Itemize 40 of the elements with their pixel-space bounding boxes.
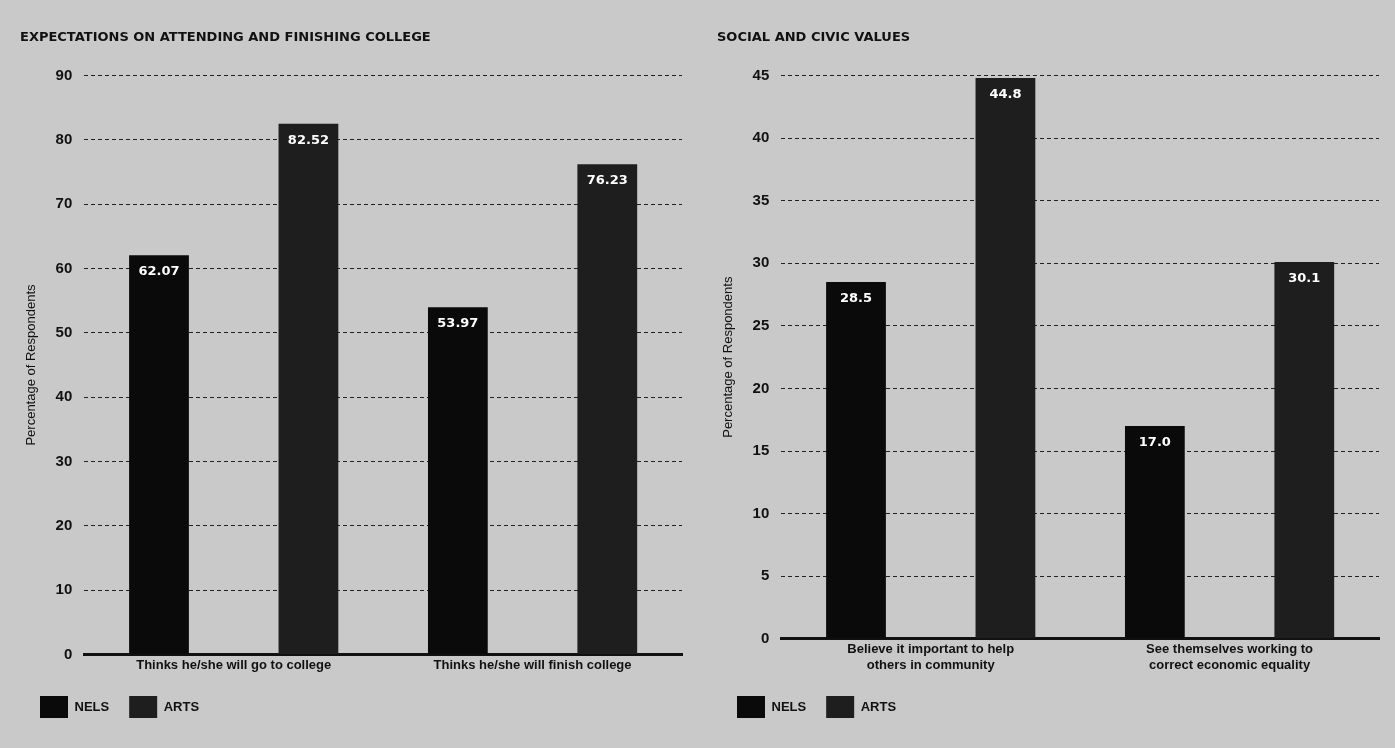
chart-title: SOCIAL AND CIVIC VALUES (717, 29, 911, 45)
data-label: 17.0 (1138, 433, 1171, 449)
y-axis-title: Percentage of Respondents (720, 276, 736, 438)
legend-label: NELS (74, 698, 110, 714)
y-tick-label: 25 (752, 316, 770, 334)
x-tick-label: Thinks he/she will finish college (433, 656, 632, 672)
y-tick-label: 90 (55, 65, 73, 83)
y-tick-label: 30 (752, 253, 770, 271)
y-tick-label: 20 (752, 378, 770, 396)
data-label: 28.5 (839, 289, 873, 305)
y-tick-label: 35 (752, 190, 770, 208)
y-tick-label: 0 (63, 644, 73, 662)
data-label: 62.07 (138, 263, 180, 279)
y-tick-label: 15 (752, 441, 770, 459)
y-tick-label: 5 (760, 566, 770, 584)
y-tick-label: 0 (760, 628, 770, 646)
y-tick-label: 30 (55, 451, 73, 469)
y-tick-label: 40 (55, 387, 73, 405)
y-tick-label: 80 (55, 130, 73, 148)
y-tick-label: 20 (55, 515, 73, 533)
x-tick-label: Thinks he/she will go to college (136, 656, 332, 672)
y-tick-label: 40 (752, 128, 770, 146)
y-tick-label: 45 (752, 65, 770, 83)
y-tick-label: 60 (55, 258, 73, 276)
legend-label: ARTS (860, 698, 897, 714)
legend-label: ARTS (163, 698, 200, 714)
data-label: 30.1 (1288, 269, 1321, 285)
y-axis-title: Percentage of Respondents (23, 283, 39, 446)
x-tick-label: See themselves working to correct economic equality (1146, 641, 1314, 672)
chart-title: EXPECTATIONS ON ATTENDING AND FINISHING COLLEGE (20, 29, 431, 45)
y-tick-label: 10 (55, 580, 73, 598)
data-label: 76.23 (586, 172, 628, 188)
legend-label: NELS (771, 698, 807, 714)
data-label: 44.8 (989, 85, 1022, 101)
y-tick-label: 50 (55, 322, 73, 340)
data-label: 82.52 (287, 131, 329, 147)
y-tick-label: 10 (752, 503, 770, 521)
data-label: 53.97 (437, 315, 479, 331)
y-tick-label: 70 (55, 194, 73, 212)
x-tick-label: Believe it important to help others in community (847, 641, 1015, 672)
